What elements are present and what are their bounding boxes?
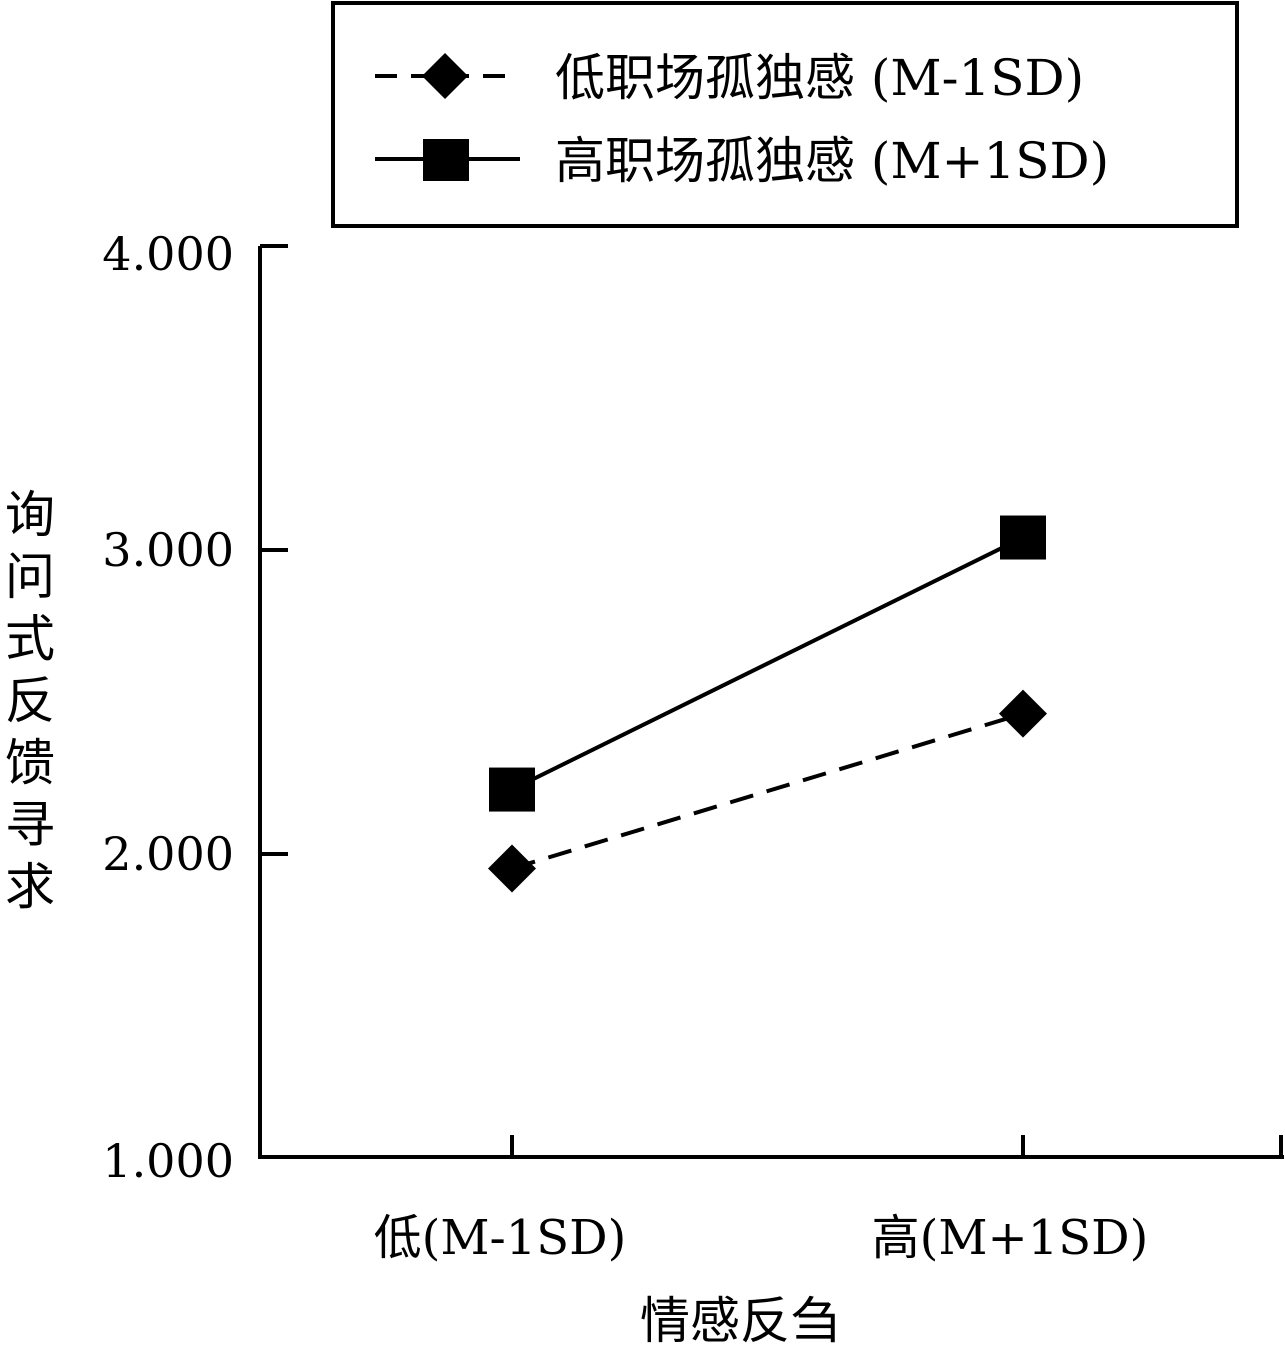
series-line-1 bbox=[511, 535, 1024, 792]
y-tick-1: 2.000 bbox=[102, 827, 288, 881]
legend-label-1: 高职场孤独感 (M+1SD) bbox=[555, 132, 1109, 190]
series-1 bbox=[489, 515, 1046, 812]
series-0-point-0 bbox=[488, 844, 536, 893]
y-tick-label-1: 2.000 bbox=[102, 827, 234, 881]
y-tick-label-0: 1.000 bbox=[102, 1134, 234, 1188]
series-line-0 bbox=[511, 711, 1024, 871]
series-layer bbox=[488, 515, 1047, 893]
x-tick-label-1: 高(M+1SD) bbox=[872, 1210, 1149, 1266]
x-ticks: 低(M-1SD) 高(M+1SD) bbox=[374, 1135, 1149, 1266]
x-axis-title: 情感反刍 bbox=[640, 1292, 840, 1348]
y-ticks: 1.000 2.000 3.000 4.000 bbox=[102, 227, 288, 1188]
x-tick-0: 低(M-1SD) bbox=[374, 1135, 627, 1266]
legend-label-0: 低职场孤独感 (M-1SD) bbox=[555, 49, 1084, 107]
legend-marker-0 bbox=[422, 53, 468, 99]
legend-entry-0: 低职场孤独感 (M-1SD) bbox=[375, 49, 1084, 107]
legend: 低职场孤独感 (M-1SD) 高职场孤独感 (M+1SD) bbox=[331, 1, 1239, 228]
series-1-point-0 bbox=[489, 767, 535, 812]
legend-frame bbox=[331, 1, 1239, 228]
legend-entry-1: 高职场孤独感 (M+1SD) bbox=[375, 132, 1109, 190]
y-tick-2: 3.000 bbox=[102, 523, 288, 577]
series-1-point-1 bbox=[1000, 515, 1046, 560]
y-axis-title: 询问式反馈寻求 bbox=[5, 486, 55, 916]
y-tick-0: 1.000 bbox=[102, 1134, 288, 1188]
y-tick-label-2: 3.000 bbox=[102, 523, 234, 577]
x-tick-1: 高(M+1SD) bbox=[872, 1135, 1149, 1266]
series-0-point-1 bbox=[999, 689, 1047, 738]
legend-marker-1 bbox=[423, 139, 469, 181]
y-tick-label-3: 4.000 bbox=[102, 227, 234, 281]
series-0 bbox=[488, 689, 1047, 893]
y-tick-3: 4.000 bbox=[102, 227, 288, 281]
x-tick-label-0: 低(M-1SD) bbox=[374, 1210, 627, 1266]
